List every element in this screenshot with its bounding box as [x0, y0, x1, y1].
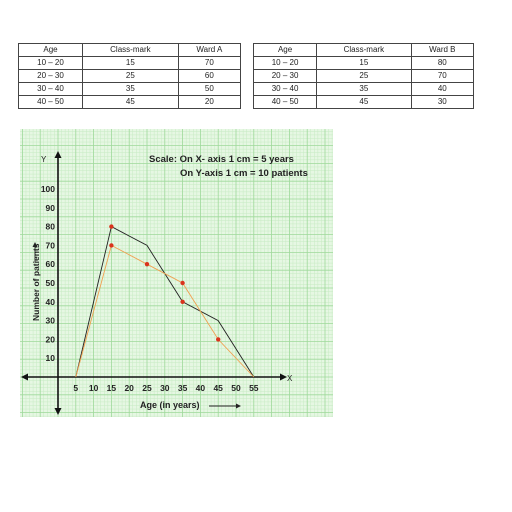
frequency-polygon-chart: 5 10 15 20 25 30 35 40 45 50 55 10 20 30 40 50 60 70 80 90 1… — [20, 129, 333, 417]
table-header-row: Age Class-mark Ward B — [252, 43, 475, 57]
table-cell: 30 – 40 — [18, 82, 83, 96]
table-cell: 15 — [316, 56, 412, 70]
data-point — [180, 299, 185, 304]
x-tick-label: 10 — [89, 383, 99, 393]
y-axis-arrow-down — [54, 408, 62, 415]
x-tick-label: 5 — [73, 383, 78, 393]
ward-a-table: Age Class-mark Ward A 10 – 20 15 70 20 – 30 25… — [18, 43, 242, 109]
x-tick-label: 30 — [160, 383, 170, 393]
x-tick-label: 50 — [231, 383, 241, 393]
data-point — [180, 280, 185, 286]
table-cell: 10 – 20 — [18, 56, 83, 70]
x-tick-label: 25 — [142, 383, 152, 393]
y-tick-label: 30 — [46, 316, 56, 326]
column-header: Age — [252, 43, 318, 57]
y-tick-label: 40 — [46, 297, 56, 307]
table-cell: 30 — [410, 95, 475, 109]
table-header-row: Age Class-mark Ward A — [18, 43, 242, 57]
y-axis-letter: Y — [41, 155, 47, 164]
x-tick-label: 15 — [107, 383, 117, 393]
data-point — [144, 262, 150, 267]
table-cell: 40 – 50 — [252, 95, 318, 109]
y-tick-label: 10 — [46, 353, 56, 363]
y-tick-label: 70 — [46, 240, 56, 250]
table-cell: 10 – 20 — [252, 56, 318, 70]
tick-labels: 5 10 15 20 25 30 35 40 45 50 55 10 20 30 40 50 60 70 80 90 1… — [41, 184, 259, 393]
x-axis-label: Age (in years) — [140, 400, 200, 410]
table-row: 20 – 30 25 70 — [252, 69, 475, 83]
y-axis-label: Number of patients — [31, 243, 41, 321]
table-row: 20 – 30 25 60 — [18, 69, 242, 83]
table-row: 40 – 50 45 30 — [252, 95, 475, 109]
column-header: Class-mark — [316, 43, 412, 57]
table-cell: 70 — [410, 69, 475, 83]
column-header: Class-mark — [82, 43, 179, 57]
y-tick-label: 60 — [46, 259, 56, 269]
table-cell: 60 — [177, 69, 242, 83]
table-cell: 45 — [82, 95, 179, 109]
y-tick-label: 80 — [46, 222, 56, 232]
x-tick-label: 45 — [213, 383, 223, 393]
table-row: 30 – 40 35 50 — [18, 82, 242, 96]
table-cell: 15 — [82, 56, 179, 70]
data-point — [109, 243, 114, 248]
table-cell: 30 – 40 — [252, 82, 318, 96]
scale-note-line-2: On Y-axis 1 cm = 10 patients — [180, 168, 308, 179]
y-tick-label: 20 — [46, 334, 56, 344]
table-cell: 40 – 50 — [18, 95, 83, 109]
data-point — [109, 224, 114, 229]
x-axis-arrow-left — [21, 373, 28, 381]
y-axis-arrow-up — [54, 151, 62, 158]
table-cell: 40 — [410, 82, 475, 96]
table-cell: 45 — [316, 95, 412, 109]
column-header: Ward B — [410, 43, 475, 57]
x-label-arrowhead — [236, 403, 241, 409]
x-axis-arrow-right — [280, 373, 287, 381]
y-tick-label: 90 — [46, 203, 56, 213]
data-point — [216, 337, 221, 342]
scale-note-line-1: Scale: On X- axis 1 cm = 5 years — [149, 154, 294, 165]
table-cell: 20 – 30 — [18, 69, 83, 83]
table-cell: 70 — [177, 56, 242, 70]
table-row: 10 – 20 15 70 — [18, 56, 242, 70]
table-cell: 25 — [82, 69, 179, 83]
table-cell: 25 — [316, 69, 412, 83]
table-row: 30 – 40 35 40 — [252, 82, 475, 96]
y-tick-label: 100 — [41, 184, 55, 194]
y-tick-label: 50 — [46, 278, 56, 288]
x-tick-label: 20 — [124, 383, 134, 393]
x-axis-letter: X — [287, 374, 293, 383]
series-line-2 — [75, 244, 255, 378]
table-cell: 80 — [410, 56, 475, 70]
table-row: 10 – 20 15 80 — [252, 56, 475, 70]
column-header: Age — [18, 43, 83, 57]
axes — [21, 151, 287, 415]
y-label-arrowhead — [32, 242, 38, 247]
x-tick-label: 40 — [196, 383, 206, 393]
x-tick-label: 55 — [249, 383, 259, 393]
column-header: Ward A — [177, 43, 242, 57]
x-tick-label: 35 — [178, 383, 188, 393]
table-cell: 35 — [316, 82, 412, 96]
table-cell: 20 — [177, 95, 242, 109]
series-lines — [75, 224, 255, 378]
ward-b-table: Age Class-mark Ward B 10 – 20 15 80 20 – 30 25… — [252, 43, 475, 109]
minor-gridlines — [20, 129, 333, 417]
table-cell: 35 — [82, 82, 179, 96]
table-row: 40 – 50 45 20 — [18, 95, 242, 109]
table-cell: 50 — [177, 82, 242, 96]
table-cell: 20 – 30 — [252, 69, 318, 83]
